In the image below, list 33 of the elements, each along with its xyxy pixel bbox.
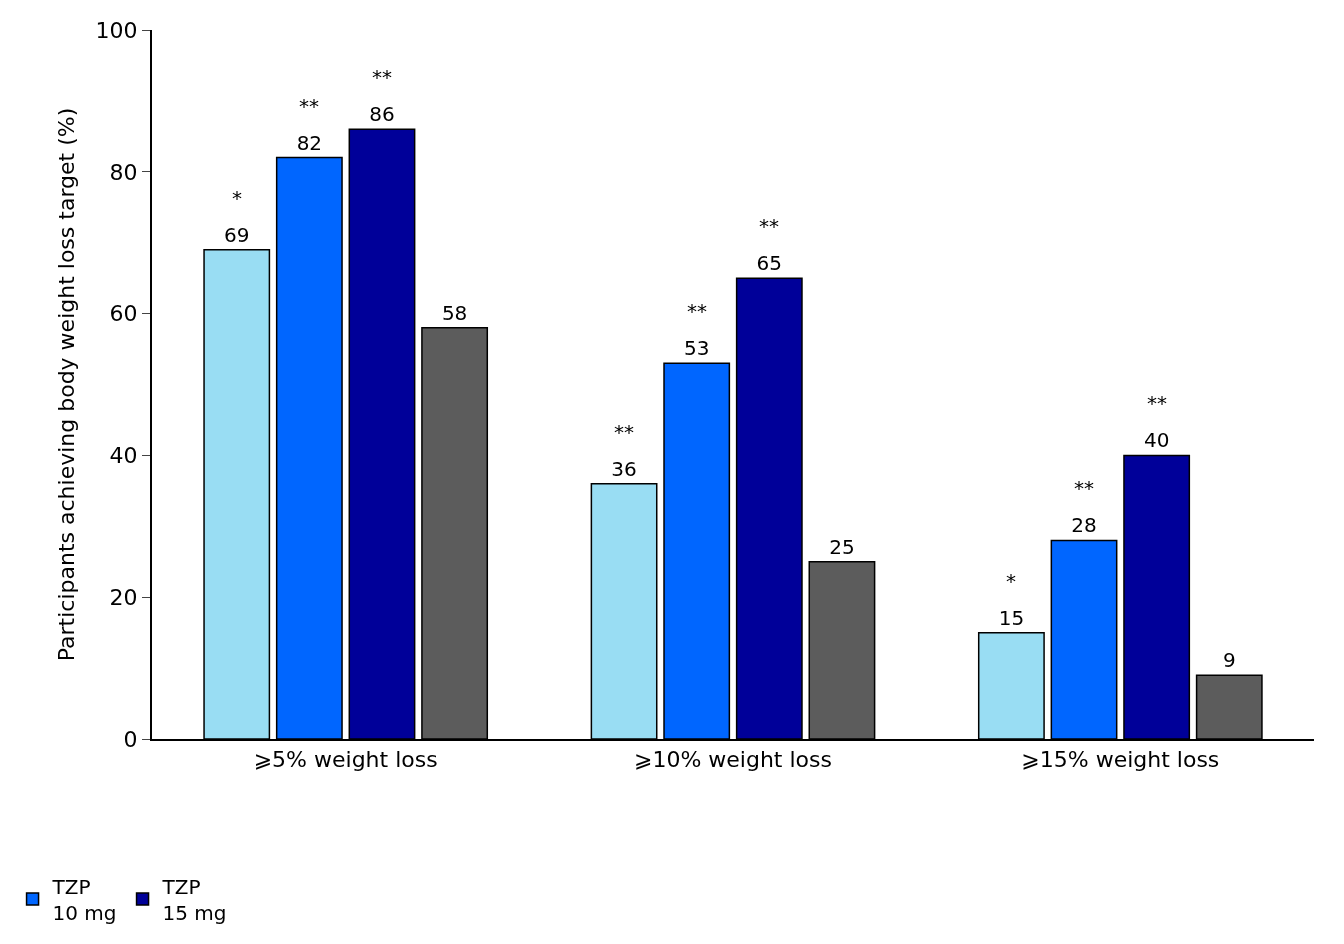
annotation: * [1006, 569, 1016, 593]
data-label: 58 [441, 300, 468, 325]
data-label: 28 [1071, 513, 1097, 538]
annotation: ** [299, 94, 319, 118]
annotation: * [232, 186, 242, 210]
y-tick-label: 0 [123, 726, 138, 752]
legend-label: TZP 15 mg [161, 874, 227, 925]
y-tick-label: 100 [95, 17, 138, 43]
x-tick-label: ⩾5% weight loss [253, 747, 438, 773]
annotation: ** [614, 420, 634, 444]
annotation: ** [687, 299, 707, 323]
data-label: 25 [829, 534, 855, 559]
y-tick-label: 40 [109, 443, 138, 469]
y-tick-label: 80 [109, 159, 138, 185]
legend-label: TZP 10 mg [51, 874, 117, 925]
data-label: 40 [1143, 428, 1170, 453]
y-tick-label: 60 [109, 301, 138, 327]
annotation: ** [1147, 391, 1167, 415]
data-label: 9 [1222, 648, 1236, 673]
x-tick-label: ⩾15% weight loss [1021, 747, 1220, 773]
annotation: ** [1074, 476, 1094, 500]
y-axis-title: Participants achieving body weight loss target (%) [53, 107, 79, 662]
data-label: 65 [756, 251, 783, 276]
data-label: 53 [683, 336, 710, 361]
annotation: ** [372, 65, 392, 89]
data-label: 86 [369, 102, 395, 127]
data-label: 69 [224, 222, 250, 247]
data-label: 15 [998, 605, 1025, 630]
x-tick-label: ⩾10% weight loss [634, 747, 832, 773]
data-label: 36 [611, 456, 637, 481]
annotation: ** [759, 214, 779, 238]
y-tick-label: 20 [109, 584, 138, 610]
data-label: 82 [296, 130, 323, 155]
